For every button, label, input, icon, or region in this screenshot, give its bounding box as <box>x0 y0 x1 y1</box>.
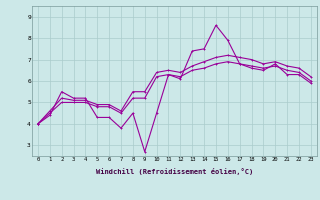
X-axis label: Windchill (Refroidissement éolien,°C): Windchill (Refroidissement éolien,°C) <box>96 168 253 175</box>
